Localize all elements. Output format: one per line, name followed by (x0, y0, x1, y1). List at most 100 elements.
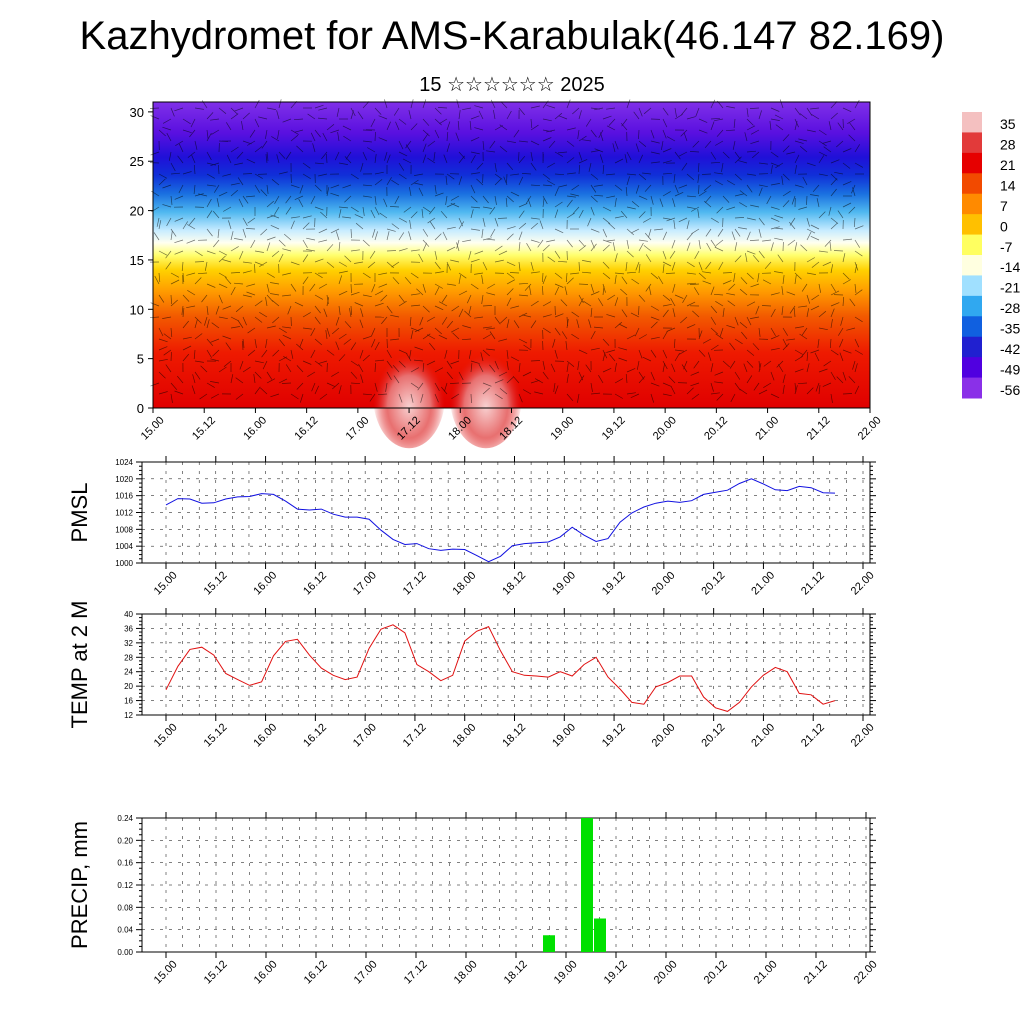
wind-barb (325, 330, 328, 340)
wind-barb (534, 391, 544, 395)
colorbar-swatch (962, 234, 982, 256)
wind-barb (323, 308, 328, 318)
wind-barb (690, 382, 700, 387)
wind-barb (470, 258, 480, 263)
wind-barb (446, 246, 456, 252)
pmsl-ylabel: PMSL (67, 483, 92, 543)
wind-barb (638, 173, 647, 181)
wind-barb (758, 110, 762, 120)
wind-barb (794, 349, 803, 355)
wind-barb (590, 283, 595, 293)
colorbar-swatch (962, 214, 982, 236)
wind-barb (299, 184, 304, 194)
wind-barb (318, 107, 328, 111)
wind-barb (638, 211, 646, 219)
wind-barb (645, 283, 652, 292)
wind-barb (710, 121, 715, 131)
wind-barb (254, 316, 263, 323)
wind-barb (242, 173, 253, 175)
y-tick-label: 1020 (115, 475, 133, 484)
wind-barb (643, 245, 652, 252)
wind-barb (620, 288, 628, 296)
wind-barb (686, 261, 695, 268)
x-tick-label: 16.00 (241, 414, 269, 442)
wind-barb (170, 279, 180, 285)
colorbar-swatch (962, 336, 982, 358)
wind-barb (794, 184, 804, 188)
wind-barb (665, 272, 676, 274)
wind-barb (554, 201, 563, 208)
wind-barb (266, 242, 271, 252)
wind-barb (722, 272, 733, 274)
wind-barb (578, 151, 583, 161)
x-tick-label: 17.12 (401, 569, 429, 597)
wind-barb (204, 261, 208, 271)
wind-barb (296, 382, 304, 390)
wind-barb (206, 151, 212, 161)
y-tick-label: 0.12 (117, 881, 133, 890)
wind-barb (566, 360, 575, 367)
precip-bar (543, 935, 555, 952)
wind-barb (498, 250, 508, 256)
wind-barb (150, 382, 160, 387)
wind-barb (558, 115, 568, 120)
wind-barb (638, 154, 644, 164)
wind-barb (314, 258, 324, 263)
wind-barb (602, 367, 612, 373)
wind-barb (398, 294, 405, 303)
wind-barb (689, 283, 700, 285)
wind-barb (360, 374, 364, 384)
wind-barb (650, 272, 659, 280)
wind-barb (662, 160, 672, 164)
wind-barb (374, 195, 377, 205)
x-tick-label: 18.00 (451, 569, 479, 597)
wind-barb (746, 118, 754, 126)
wind-barb (318, 228, 328, 234)
page-title: Kazhydromet for AMS-Karabulak(46.147 82.… (79, 14, 945, 58)
x-tick-label: 18.12 (500, 569, 528, 597)
wind-barb (527, 198, 532, 208)
wind-barb (739, 190, 748, 197)
wind-barb (590, 392, 601, 395)
wind-barb (290, 184, 300, 189)
wind-barb (739, 388, 748, 395)
wind-barb (705, 261, 712, 270)
wind-barb (330, 228, 340, 234)
wind-barb (194, 360, 204, 363)
wind-barb (758, 363, 762, 373)
wind-barb (302, 360, 312, 365)
wind-barb (800, 244, 808, 252)
wind-barb (296, 365, 304, 373)
wind-barb (193, 164, 196, 175)
wind-barb (702, 338, 712, 344)
wind-barb (518, 231, 523, 241)
wind-barb (578, 159, 588, 164)
wind-barb (206, 112, 214, 120)
wind-barb (374, 206, 380, 216)
wind-barb (261, 140, 268, 149)
x-tick-label: 15.12 (202, 569, 230, 597)
wind-barb (695, 107, 700, 117)
wind-barb (614, 321, 623, 329)
wind-barb (371, 327, 376, 337)
wind-barb (710, 305, 718, 314)
wind-barb (672, 283, 676, 293)
wind-barb (194, 140, 198, 150)
wind-barb (274, 195, 280, 204)
wind-barb (706, 242, 712, 252)
wind-barb (546, 104, 556, 109)
wind-barb (450, 202, 460, 208)
wind-barb (686, 232, 693, 241)
wind-barb (581, 271, 592, 274)
wind-barb (326, 297, 330, 307)
x-tick-label: 15.12 (202, 958, 230, 986)
wind-barb (482, 217, 486, 227)
wind-barb (526, 243, 532, 252)
wind-barb (560, 299, 568, 307)
wind-barb (410, 393, 414, 403)
wind-barb (242, 195, 249, 204)
wind-barb (530, 162, 537, 171)
wind-barb (778, 364, 784, 373)
